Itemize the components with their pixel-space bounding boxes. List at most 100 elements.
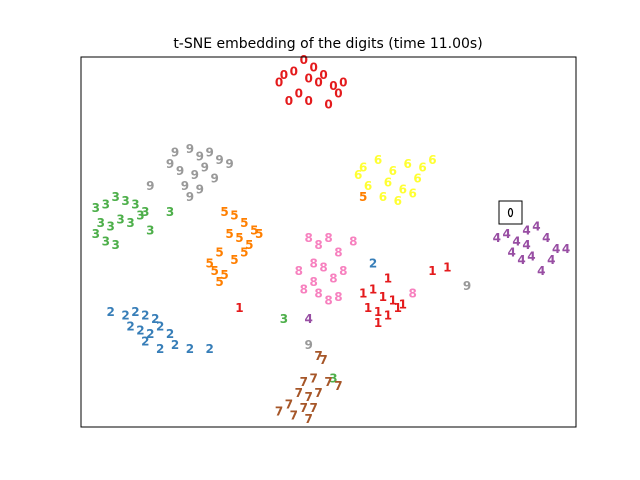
digit-point: 0 <box>334 87 342 101</box>
digit-point: 3 <box>102 235 110 249</box>
digit-point: 8 <box>309 257 317 271</box>
digit-point: 2 <box>121 309 129 323</box>
digit-point: 5 <box>230 253 238 267</box>
digit-point: 8 <box>295 264 303 278</box>
digit-point: 3 <box>121 194 129 208</box>
digit-point: 2 <box>156 320 164 334</box>
digit-point: 3 <box>166 205 174 219</box>
digit-point: 5 <box>206 257 214 271</box>
digit-point: 6 <box>364 179 372 193</box>
digit-point: 9 <box>196 183 204 197</box>
digit-point: 8 <box>309 275 317 289</box>
digit-point: 7 <box>309 401 317 415</box>
digit-point: 0 <box>339 75 347 89</box>
digit-point: 3 <box>97 216 105 230</box>
digit-point: 1 <box>399 297 407 311</box>
digit-point: 4 <box>532 220 540 234</box>
digit-point: 6 <box>354 168 362 182</box>
digit-point: 0 <box>290 64 298 78</box>
digit-point: 1 <box>428 264 436 278</box>
digit-point: 2 <box>151 312 159 326</box>
digit-point: 0 <box>314 75 322 89</box>
digit-point: 8 <box>334 290 342 304</box>
digit-point: 2 <box>156 342 164 356</box>
image-annotation <box>498 200 523 225</box>
digit-point: 5 <box>240 216 248 230</box>
digit-point: 5 <box>220 268 228 282</box>
digit-point: 6 <box>413 172 421 186</box>
digit-image <box>507 207 514 218</box>
digit-point: 8 <box>314 238 322 252</box>
digit-point: 4 <box>305 312 313 326</box>
digit-point: 3 <box>107 220 115 234</box>
digit-point: 6 <box>384 175 392 189</box>
image-box <box>498 200 523 225</box>
digit-point: 9 <box>186 142 194 156</box>
digit-point: 2 <box>171 338 179 352</box>
digit-point: 7 <box>309 371 317 385</box>
digit-point: 5 <box>235 231 243 245</box>
digit-point: 6 <box>404 157 412 171</box>
digit-point: 9 <box>463 279 471 293</box>
digit-point: 2 <box>369 257 377 271</box>
digit-point: 2 <box>107 305 115 319</box>
digit-point: 2 <box>146 327 154 341</box>
digit-point: 9 <box>210 172 218 186</box>
digit-point: 8 <box>319 260 327 274</box>
digit-point: 0 <box>324 98 332 112</box>
digit-point: 5 <box>255 227 263 241</box>
digit-point: 0 <box>295 87 303 101</box>
digit-point: 4 <box>562 242 570 256</box>
digit-point: 2 <box>126 320 134 334</box>
digit-point: 0 <box>305 94 313 108</box>
digit-point: 8 <box>300 283 308 297</box>
chart-title: t-SNE embedding of the digits (time 11.0… <box>173 36 482 52</box>
digit-point: 9 <box>171 146 179 160</box>
digit-point: 7 <box>300 375 308 389</box>
digit-point: 5 <box>225 227 233 241</box>
digit-point: 0 <box>319 68 327 82</box>
digit-point: 3 <box>116 212 124 226</box>
digit-point: 0 <box>285 94 293 108</box>
digit-point: 1 <box>389 294 397 308</box>
digit-point: 4 <box>537 264 545 278</box>
digit-point: 4 <box>503 227 511 241</box>
digit-point: 1 <box>359 286 367 300</box>
digit-point: 4 <box>527 249 535 263</box>
digit-point: 4 <box>542 231 550 245</box>
digit-point: 1 <box>443 260 451 274</box>
digit-point: 5 <box>359 190 367 204</box>
digit-point: 3 <box>141 205 149 219</box>
digit-point: 6 <box>428 153 436 167</box>
digit-point: 6 <box>379 190 387 204</box>
digit-point: 2 <box>141 334 149 348</box>
digit-point: 5 <box>215 246 223 260</box>
digit-point: 3 <box>280 312 288 326</box>
digit-point: 2 <box>166 327 174 341</box>
digit-point: 8 <box>349 235 357 249</box>
digit-point: 3 <box>146 223 154 237</box>
digit-point: 9 <box>305 338 313 352</box>
digit-point: 9 <box>206 146 214 160</box>
digit-point: 7 <box>305 390 313 404</box>
digit-point: 9 <box>191 168 199 182</box>
digit-point: 9 <box>146 179 154 193</box>
digit-point: 7 <box>285 397 293 411</box>
digit-point: 7 <box>334 379 342 393</box>
digit-point: 1 <box>364 301 372 315</box>
digit-point: 8 <box>324 294 332 308</box>
digit-point: 9 <box>201 161 209 175</box>
digit-point: 9 <box>215 153 223 167</box>
digit-point: 7 <box>290 408 298 422</box>
digit-point: 2 <box>186 342 194 356</box>
digit-point: 3 <box>111 238 119 252</box>
digit-point: 6 <box>418 161 426 175</box>
digit-point: 6 <box>389 164 397 178</box>
digit-point: 5 <box>220 205 228 219</box>
digit-point: 9 <box>186 190 194 204</box>
digit-point: 6 <box>408 186 416 200</box>
digit-point: 9 <box>196 149 204 163</box>
digit-point: 1 <box>384 309 392 323</box>
